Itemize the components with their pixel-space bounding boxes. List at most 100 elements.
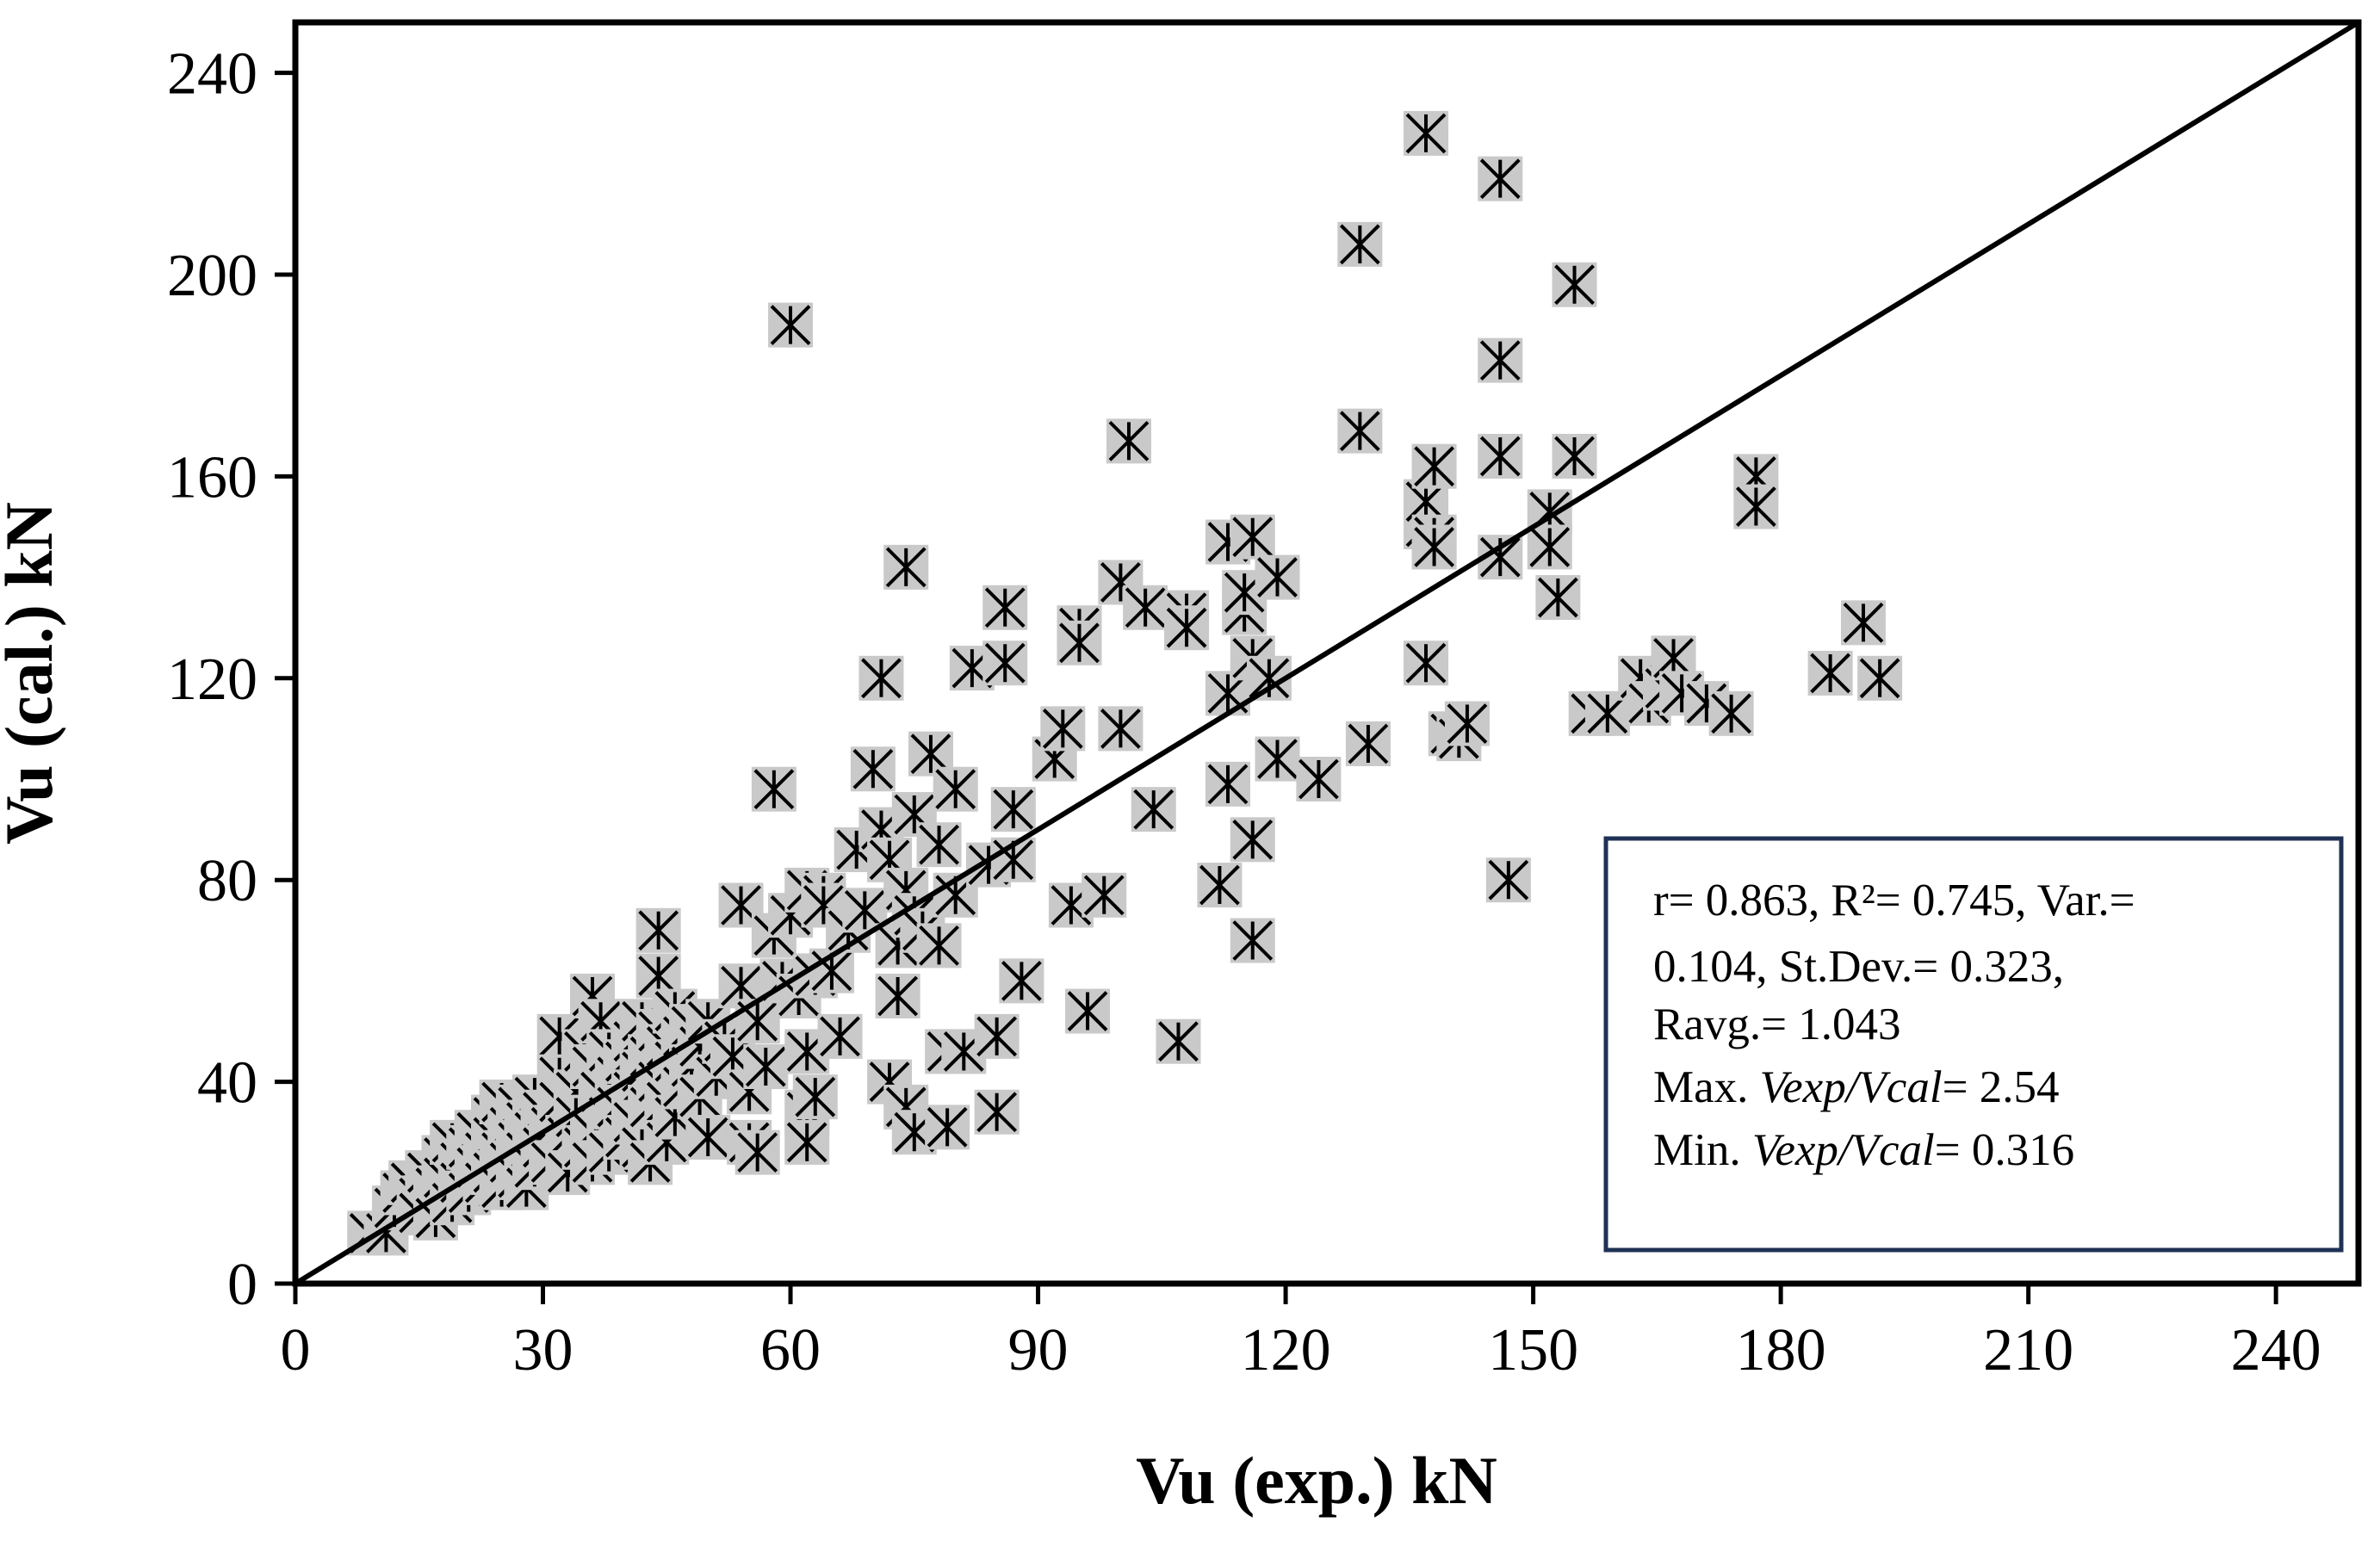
data-point (1733, 484, 1779, 529)
data-point (858, 655, 904, 701)
data-point (1478, 337, 1523, 383)
data-point (743, 1044, 789, 1090)
data-point (974, 1089, 1020, 1135)
data-point (784, 1119, 830, 1165)
data-point (1197, 863, 1243, 908)
data-point (1123, 585, 1168, 630)
data-point (990, 787, 1036, 832)
data-point (1857, 655, 1903, 701)
data-point (1535, 575, 1581, 621)
data-point (1404, 110, 1449, 156)
data-point (1057, 620, 1102, 665)
data-point (999, 958, 1044, 1004)
data-point (1337, 408, 1383, 454)
stats-box-frame (1603, 836, 2344, 1253)
data-point (1478, 433, 1523, 479)
data-point (1552, 262, 1597, 307)
data-point (1404, 641, 1449, 686)
x-tick-label: 180 (1736, 1317, 1826, 1383)
data-point (635, 953, 681, 999)
x-tick-label: 90 (1008, 1317, 1069, 1383)
data-point (1485, 857, 1531, 903)
y-tick-label: 120 (167, 647, 257, 713)
x-axis-title: Vu (exp.) kN (1136, 1443, 1497, 1518)
data-point (817, 1013, 863, 1059)
data-point (792, 1074, 838, 1120)
x-axis-ticks: 0 30 60 90 120 150 180 210 240 (281, 1284, 2321, 1383)
data-point (1337, 221, 1383, 267)
data-point (1411, 524, 1457, 570)
data-point (982, 585, 1028, 630)
y-tick-label: 80 (197, 848, 257, 914)
x-tick-label: 30 (513, 1317, 573, 1383)
data-point (1552, 433, 1597, 479)
stats-line-2: 0.104, St.Dev.= 0.323, (1653, 942, 2064, 992)
data-point (1345, 721, 1391, 766)
y-axis-title: Vu (cal.) kN (0, 502, 66, 845)
data-point (1065, 988, 1111, 1034)
y-tick-label: 0 (227, 1252, 257, 1318)
x-tick-label: 210 (1983, 1317, 2073, 1383)
data-point (1255, 554, 1300, 600)
data-point (1411, 443, 1457, 489)
data-point (1255, 736, 1300, 782)
data-point (1708, 690, 1754, 736)
data-point (1098, 560, 1144, 605)
data-point (850, 746, 896, 792)
data-point (1205, 761, 1250, 807)
data-point (883, 544, 929, 590)
stats-line-5-suffix: = 0.316 (1935, 1125, 2074, 1175)
data-point (1230, 817, 1275, 863)
data-point (974, 1013, 1020, 1059)
data-point (916, 822, 962, 868)
data-point (685, 1115, 731, 1160)
x-tick-label: 240 (2231, 1317, 2321, 1383)
data-point (842, 888, 888, 933)
x-tick-label: 60 (760, 1317, 821, 1383)
data-point (751, 766, 796, 812)
data-point (1478, 535, 1523, 580)
data-point (1296, 757, 1342, 801)
data-point (1156, 1018, 1201, 1064)
stats-line-4-prefix: Max. (1653, 1062, 1760, 1112)
data-point (1082, 872, 1127, 918)
data-point (734, 1129, 780, 1175)
data-point (925, 1105, 970, 1150)
data-point (635, 907, 681, 953)
data-point (1444, 701, 1490, 746)
stats-line-3: Ravg.= 1.043 (1653, 999, 1901, 1049)
data-point (768, 302, 814, 348)
stats-line-5: Min. Vexp/Vcal= 0.316 (1653, 1125, 2074, 1175)
data-point (1230, 918, 1275, 963)
data-point (1106, 418, 1151, 464)
x-tick-label: 0 (281, 1317, 311, 1383)
stats-line-1: r= 0.863, R²= 0.745, Var.= (1653, 876, 2135, 925)
stats-line-5-prefix: Min. (1653, 1125, 1752, 1175)
y-axis-ticks: 0 40 80 120 160 200 240 (167, 41, 295, 1318)
data-point (875, 973, 920, 1018)
data-point (1230, 514, 1275, 560)
data-point (1807, 650, 1853, 696)
data-point (1131, 787, 1176, 832)
data-point (1040, 706, 1086, 752)
x-tick-label: 150 (1488, 1317, 1578, 1383)
reference-line (294, 20, 2360, 1286)
y-tick-label: 40 (197, 1050, 257, 1117)
y-tick-label: 160 (167, 444, 257, 511)
data-point (1478, 156, 1523, 201)
stats-line-5-math: Vexp/Vcal (1752, 1125, 1935, 1175)
stats-line-4-math: Vexp/Vcal (1760, 1062, 1943, 1112)
y-tick-label: 200 (167, 243, 257, 309)
data-point (933, 766, 978, 812)
data-point (982, 641, 1028, 686)
data-point (1840, 600, 1886, 646)
data-point (1098, 706, 1144, 752)
stats-line-4: Max. Vexp/Vcal= 2.54 (1653, 1062, 2059, 1112)
data-point (1527, 524, 1572, 570)
y-tick-label: 240 (167, 41, 257, 108)
stats-box: r= 0.863, R²= 0.745, Var.= 0.104, St.Dev… (1603, 836, 2344, 1253)
x-tick-label: 120 (1241, 1317, 1331, 1383)
data-point (734, 999, 780, 1044)
data-point (916, 923, 962, 969)
